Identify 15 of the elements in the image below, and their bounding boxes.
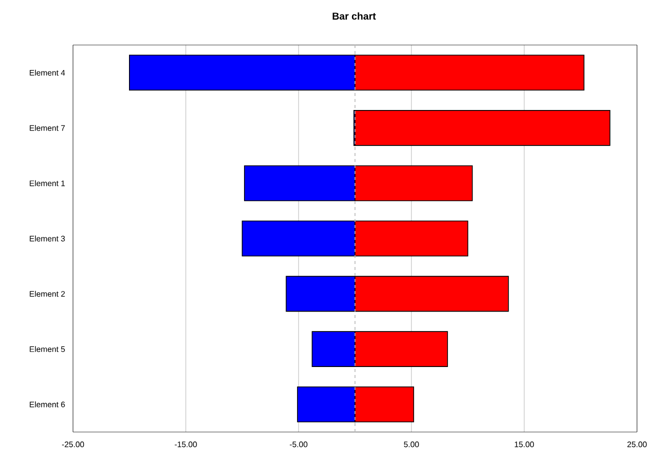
x-tick-label: -25.00 [62, 442, 84, 448]
x-tick-label: -5.00 [290, 442, 308, 448]
x-tick-label: 25.00 [627, 442, 647, 448]
y-tick-label: Element 7 [30, 124, 65, 131]
x-tick-label: 5.00 [404, 442, 419, 448]
y-tick-label: Element 1 [30, 180, 65, 186]
y-tick-label: Element 3 [30, 236, 65, 242]
x-tick-label: 15.00 [514, 442, 534, 448]
y-tick-label: Element 6 [30, 401, 65, 408]
y-tick-label: Element 2 [30, 290, 65, 297]
bar [354, 110, 610, 146]
chart-title: Bar chart [332, 12, 376, 20]
y-tick-label: Element 4 [30, 70, 65, 76]
x-tick-label: -15.00 [174, 442, 197, 448]
y-tick-label: Element 5 [30, 346, 65, 352]
